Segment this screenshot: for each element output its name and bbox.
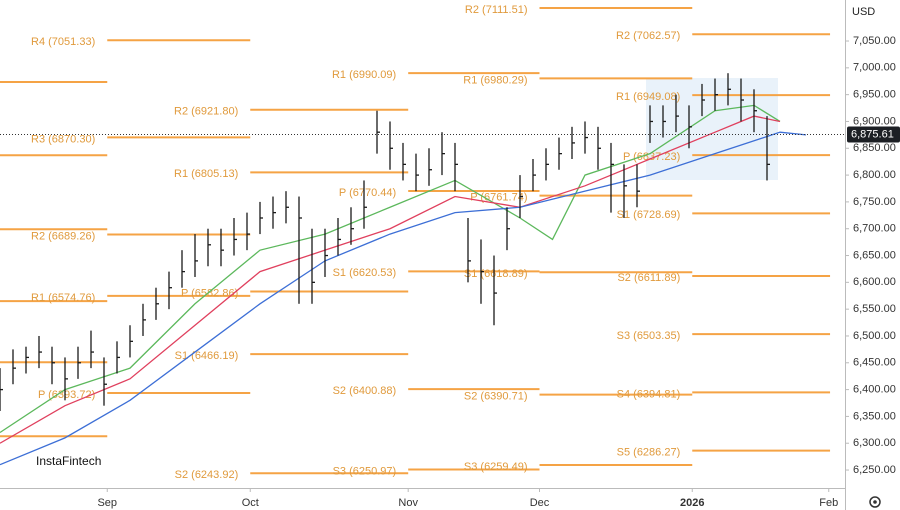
pivot-label: R2 (6689.26) xyxy=(31,230,95,242)
y-tick-label: 6,500.00 xyxy=(853,330,896,342)
pivot-label: P (6761.74) xyxy=(470,192,527,204)
y-tick-label: 6,800.00 xyxy=(853,169,896,181)
last-price-tag xyxy=(847,126,900,143)
x-tick-label: Sep xyxy=(97,497,117,509)
pivot-label: R2 (6921.80) xyxy=(174,106,238,118)
x-tick-label: Dec xyxy=(530,497,550,509)
pivot-label: P (6770.44) xyxy=(339,187,396,199)
pivot-label: R1 (6990.09) xyxy=(332,69,396,81)
y-tick-label: 6,450.00 xyxy=(853,357,896,369)
x-tick-label: Nov xyxy=(398,497,418,509)
currency-label[interactable]: USD xyxy=(852,6,875,18)
watermark: InstaFintech xyxy=(36,454,101,468)
moving-average xyxy=(0,131,807,466)
x-tick-label: Oct xyxy=(242,497,259,509)
pivot-label: S1 (6728.69) xyxy=(617,209,681,221)
moving-average xyxy=(0,115,781,444)
y-tick-label: 6,600.00 xyxy=(853,276,896,288)
y-tick-label: 6,350.00 xyxy=(853,410,896,422)
pivot-label: S2 (6390.71) xyxy=(464,390,528,402)
pivot-label: P (6393.72) xyxy=(38,389,95,401)
pivot-label: R3 (6870.30) xyxy=(31,133,95,145)
y-tick-label: 6,550.00 xyxy=(853,303,896,315)
watermark-box xyxy=(20,446,112,478)
pivot-label: S3 (6259.49) xyxy=(464,461,528,473)
pivot-label: S3 (6250.97) xyxy=(333,465,397,477)
y-tick-label: 6,850.00 xyxy=(853,142,896,154)
y-tick-label: 6,400.00 xyxy=(853,384,896,396)
pivot-label: S3 (6503.35) xyxy=(617,330,681,342)
y-tick-label: 7,050.00 xyxy=(853,35,896,47)
y-tick-label: 6,300.00 xyxy=(853,437,896,449)
y-tick-label: 7,000.00 xyxy=(853,62,896,74)
pivot-label: R4 (7051.33) xyxy=(31,36,95,48)
y-tick-label: 6,250.00 xyxy=(853,464,896,476)
y-tick-label: 6,900.00 xyxy=(853,115,896,127)
y-tick-label: 6,650.00 xyxy=(853,249,896,261)
pivot-label: S5 (6286.27) xyxy=(617,446,681,458)
last-price-label: 6,875.61 xyxy=(851,128,894,140)
settings-icon[interactable] xyxy=(869,496,881,508)
pivot-label: P (6837.23) xyxy=(623,151,680,163)
pivot-label: S2 (6611.89) xyxy=(617,272,680,284)
pivot-label: S2 (6243.92) xyxy=(175,469,239,481)
pivot-label: P (6582.86) xyxy=(181,287,238,299)
pivot-label: R2 (7111.51) xyxy=(465,4,528,16)
pivot-label: S2 (6400.88) xyxy=(333,385,397,397)
x-tick-label: Feb xyxy=(819,497,838,509)
x-tick-label: 2026 xyxy=(680,497,704,509)
pivot-label: R1 (6949.08) xyxy=(616,91,680,103)
pivot-label: S1 (6620.53) xyxy=(333,267,397,279)
pivot-label: R1 (6980.29) xyxy=(463,74,527,86)
pivot-label: R1 (6574.76) xyxy=(31,292,95,304)
pivot-label: S4 (6394.81) xyxy=(617,388,681,400)
pivot-label: S1 (6466.19) xyxy=(175,350,239,362)
y-tick-label: 6,950.00 xyxy=(853,89,896,101)
pivot-label: R2 (7062.57) xyxy=(616,30,680,42)
y-tick-label: 6,700.00 xyxy=(853,223,896,235)
pivot-label: R1 (6805.13) xyxy=(174,168,238,180)
y-tick-label: 6,750.00 xyxy=(853,196,896,208)
pivot-label: S1 (6618.89) xyxy=(464,268,528,280)
